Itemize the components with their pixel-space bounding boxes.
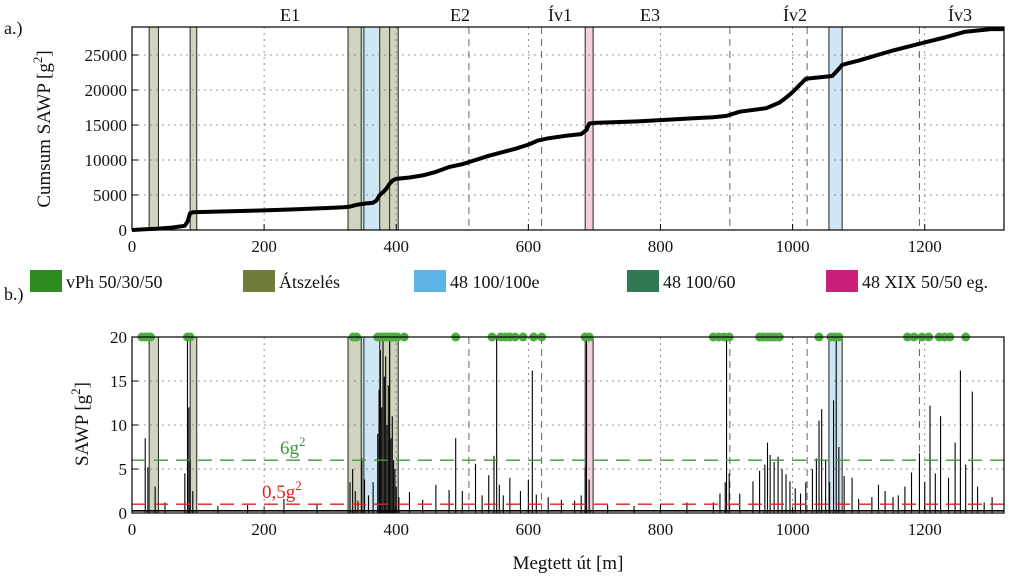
legend: vPh 50/30/50 Átszelés 48 100/100e 48 100/60… bbox=[30, 270, 988, 292]
legend-label: 48 100/100e bbox=[450, 272, 540, 292]
panel-b-ytick-label: 5 bbox=[119, 460, 128, 479]
panel-a-band bbox=[190, 27, 197, 230]
panel-b-ticks: 0 200 400 600 800 1000 1200 0 5 10 15 20 bbox=[110, 328, 942, 539]
panel-b-xtick-label: 400 bbox=[383, 520, 409, 539]
panel-b-band bbox=[389, 337, 399, 513]
panel-b-series bbox=[132, 337, 1004, 513]
legend-swatch bbox=[414, 270, 446, 292]
threshold-label: 0,5g2 bbox=[262, 478, 302, 503]
panel-a-band bbox=[389, 27, 399, 230]
panel-a-band bbox=[149, 27, 159, 230]
panel-a-xtick-label: 1000 bbox=[776, 237, 810, 256]
segment-label: E1 bbox=[280, 5, 300, 25]
cumsum-line bbox=[131, 27, 1004, 232]
panel-b-ytick-label: 10 bbox=[110, 416, 127, 435]
legend-label: 48 100/60 bbox=[663, 272, 736, 292]
panel-a-ytick-label: 0 bbox=[119, 221, 128, 240]
legend-label: 48 XIX 50/50 eg. bbox=[862, 272, 988, 292]
panel-a-ylabel: Cumsum SAWP [g2] bbox=[30, 50, 55, 207]
panel-a-bands bbox=[148, 27, 843, 230]
segment-label: Ív3 bbox=[948, 4, 972, 25]
panel-b-ylabel: SAWP [g2] bbox=[68, 382, 93, 466]
panel-b-xtick-label: 1200 bbox=[908, 520, 942, 539]
panel-a-band bbox=[348, 27, 362, 230]
legend-label: vPh 50/30/50 bbox=[66, 272, 163, 292]
panel-a-label: a.) bbox=[4, 18, 22, 39]
legend-label: Átszelés bbox=[279, 271, 340, 292]
panel-b-xtick-label: 200 bbox=[251, 520, 277, 539]
panel-b-ytick-label: 0 bbox=[119, 504, 128, 523]
panel-a-xtick-label: 800 bbox=[648, 237, 674, 256]
panel-b-band bbox=[361, 337, 380, 513]
threshold-label: 6g2 bbox=[280, 434, 306, 459]
panel-b-label: b.) bbox=[4, 284, 24, 305]
panel-a-ytick-label: 20000 bbox=[85, 81, 128, 100]
segment-label: Ív1 bbox=[548, 4, 572, 25]
panel-a-xtick-label: 600 bbox=[516, 237, 542, 256]
panel-a-xtick-label: 200 bbox=[251, 237, 277, 256]
panel-a-band bbox=[828, 27, 843, 230]
panel-a-band bbox=[379, 27, 390, 230]
panel-b-xlabel: Megtett út [m] bbox=[513, 553, 624, 574]
panel-a-band bbox=[361, 27, 380, 230]
segment-label: E2 bbox=[450, 5, 470, 25]
panel-a-xtick-label: 1200 bbox=[908, 237, 942, 256]
panel-b-ytick-label: 15 bbox=[110, 372, 127, 391]
panel-a-frame bbox=[131, 26, 1005, 231]
panel-b-band bbox=[149, 337, 159, 513]
panel-a-ytick-label: 5000 bbox=[93, 186, 127, 205]
segment-label: E3 bbox=[640, 5, 660, 25]
panel-a-xtick-label: 0 bbox=[128, 237, 137, 256]
segment-labels: E1E2Ív1E3Ív2Ív3E4 bbox=[280, 4, 972, 25]
panel-b-xtick-label: 0 bbox=[128, 520, 137, 539]
panel-a-ytick-label: 15000 bbox=[85, 116, 128, 135]
panel-b-ytick-label: 20 bbox=[110, 328, 127, 347]
panel-a-ticks: 0 200 400 600 800 1000 1200 0 5000 10000 15000 2000… bbox=[85, 46, 942, 256]
panel-a-axes-frame bbox=[131, 26, 1005, 231]
panel-a-xtick-label: 400 bbox=[383, 237, 409, 256]
panel-a-grid bbox=[132, 27, 1004, 230]
panel-a-ytick-label: 25000 bbox=[85, 46, 128, 65]
legend-swatch bbox=[627, 270, 659, 292]
legend-swatch bbox=[243, 270, 275, 292]
panel-b-thresholds: 6g2 0,5g2 bbox=[132, 434, 1004, 505]
panel-b-xtick-label: 1000 bbox=[776, 520, 810, 539]
panel-a-series bbox=[131, 27, 1004, 232]
segment-label: Ív2 bbox=[783, 4, 807, 25]
legend-swatch bbox=[30, 270, 62, 292]
panel-a-ytick-label: 10000 bbox=[85, 151, 128, 170]
legend-swatch bbox=[826, 270, 858, 292]
panel-b-xtick-label: 800 bbox=[648, 520, 674, 539]
panel-b-xtick-label: 600 bbox=[516, 520, 542, 539]
